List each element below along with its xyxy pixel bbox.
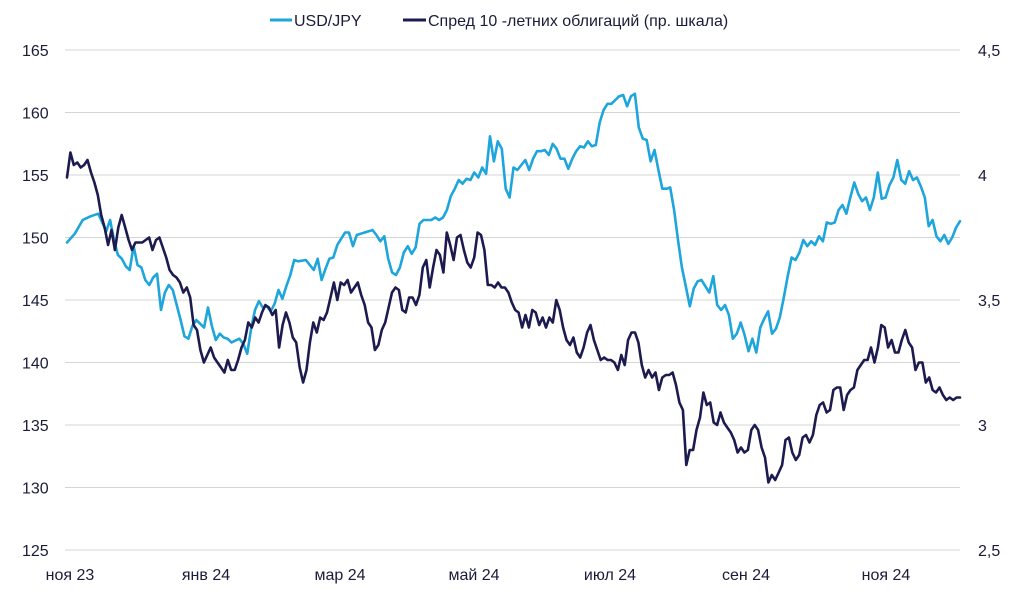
legend-label-usdjpy: USD/JPY bbox=[294, 13, 362, 30]
right-axis: 4,5 4 3,5 3 2,5 bbox=[978, 43, 1000, 560]
left-tick-label: 125 bbox=[22, 543, 49, 560]
grid-layer bbox=[65, 49, 960, 551]
left-tick-label: 155 bbox=[22, 168, 49, 185]
right-tick-label: 3 bbox=[978, 418, 987, 435]
right-tick-label: 4 bbox=[978, 168, 987, 185]
x-tick-label: янв 24 bbox=[182, 567, 230, 584]
x-tick-label: ноя 24 bbox=[862, 567, 911, 584]
right-tick-label: 2,5 bbox=[978, 543, 1000, 560]
left-tick-label: 140 bbox=[22, 356, 49, 373]
x-axis: ноя 23 янв 24 мар 24 май 24 июл 24 сен 24 ноя … bbox=[46, 567, 911, 584]
left-tick-label: 150 bbox=[22, 231, 49, 248]
left-tick-label: 160 bbox=[22, 106, 49, 123]
bond-spread-series-line bbox=[65, 151, 962, 484]
x-tick-label: июл 24 bbox=[584, 567, 636, 584]
right-tick-label: 4,5 bbox=[978, 43, 1000, 60]
x-tick-label: ноя 23 bbox=[46, 567, 95, 584]
right-tick-label: 3,5 bbox=[978, 293, 1000, 310]
legend-label-bond-spread: Спред 10 -летних облигаций (пр. шкала) bbox=[428, 13, 728, 30]
x-tick-label: мар 24 bbox=[314, 567, 365, 584]
x-tick-label: сен 24 bbox=[722, 567, 770, 584]
x-tick-label: май 24 bbox=[448, 567, 499, 584]
left-tick-label: 165 bbox=[22, 43, 49, 60]
left-axis: 165 160 155 150 145 140 135 130 125 bbox=[22, 43, 49, 560]
series-layer bbox=[65, 92, 962, 484]
legend: USD/JPY Спред 10 -летних облигаций (пр. ш… bbox=[270, 13, 728, 30]
left-tick-label: 135 bbox=[22, 418, 49, 435]
left-tick-label: 130 bbox=[22, 481, 49, 498]
usdjpy-series-line bbox=[65, 92, 962, 356]
left-tick-label: 145 bbox=[22, 293, 49, 310]
